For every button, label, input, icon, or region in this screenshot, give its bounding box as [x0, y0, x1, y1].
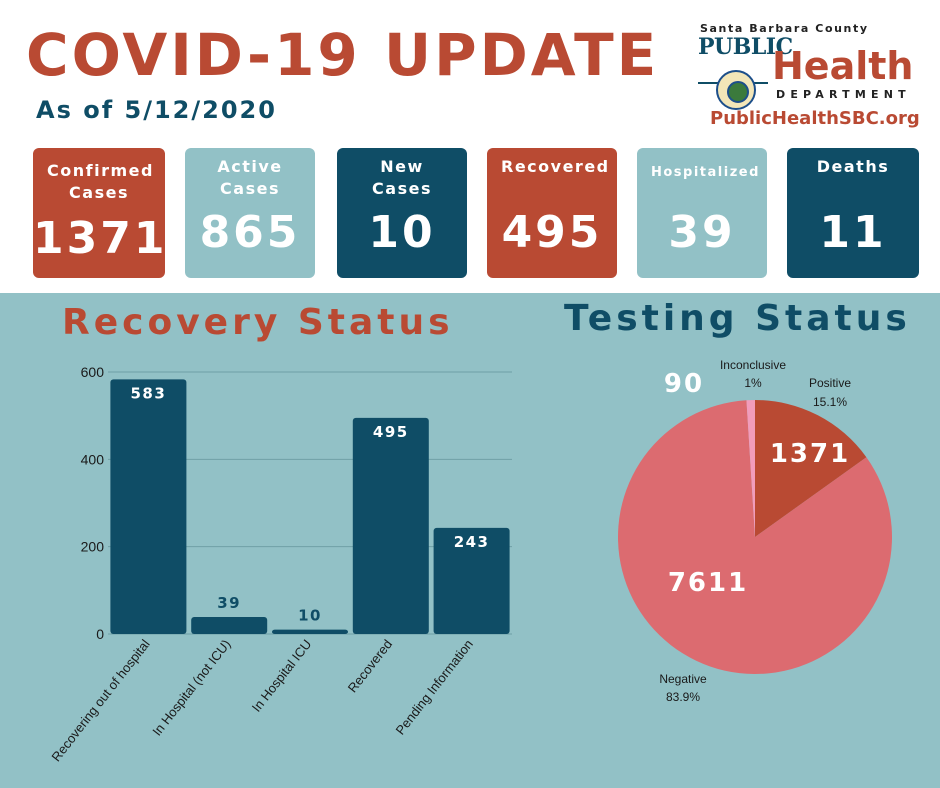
stat-card-label: Deaths	[816, 157, 890, 176]
stat-card-active-cases: Active Cases 865	[185, 148, 315, 278]
county-seal-icon	[716, 70, 756, 110]
testing-status-title: Testing Status	[564, 298, 911, 339]
x-category-label: Recovering out of hospital	[48, 637, 152, 765]
bar	[352, 417, 429, 634]
bar-value-label: 39	[217, 594, 241, 612]
bar	[191, 616, 268, 634]
y-tick-label: 600	[81, 364, 105, 380]
bar	[110, 379, 187, 634]
stat-card-label: Hospitalized	[651, 165, 760, 180]
x-category-label: In Hospital (not ICU)	[149, 637, 233, 739]
public-health-logo: Santa Barbara County PUBLIC Health DEPAR…	[698, 22, 928, 132]
stat-card-label: Confirmed Cases	[47, 161, 154, 202]
pie-value-label: 1371	[770, 439, 850, 469]
pie-category-label: Inconclusive	[720, 358, 786, 372]
logo-department-text: DEPARTMENT	[776, 88, 911, 101]
pie-slice-inconclusive	[746, 400, 755, 537]
stat-card-deaths: Deaths 11	[787, 148, 919, 278]
pie-percent-label: 83.9%	[666, 690, 700, 704]
stat-card-confirmed-cases: Confirmed Cases 1371	[33, 148, 165, 278]
x-category-label: In Hospital ICU	[249, 637, 315, 715]
stat-card-value: 39	[668, 207, 736, 258]
as-of-date: As of 5/12/2020	[36, 96, 277, 124]
pie-value-label: 90	[664, 369, 704, 399]
recovery-status-title: Recovery Status	[62, 302, 454, 343]
stat-card-label: New Cases	[372, 157, 432, 198]
pie-category-label: Positive	[809, 376, 851, 390]
logo-public-text: PUBLIC	[698, 34, 793, 60]
stat-card-value: 10	[368, 207, 436, 258]
logo-county-text: Santa Barbara County	[700, 22, 869, 35]
y-tick-label: 0	[96, 626, 104, 642]
stat-card-recovered: Recovered 495	[487, 148, 617, 278]
stat-card-value: 865	[199, 207, 301, 258]
stat-card-hospitalized: Hospitalized 39	[637, 148, 767, 278]
stat-card-label: Active Cases	[217, 157, 283, 198]
bar	[433, 527, 510, 634]
pie-slice-negative	[618, 400, 892, 674]
y-tick-label: 200	[81, 539, 105, 555]
stat-card-new-cases: New Cases 10	[337, 148, 467, 278]
bar	[272, 629, 348, 634]
pie-category-label: Negative	[659, 672, 707, 686]
y-tick-label: 400	[81, 451, 105, 467]
bar-value-label: 495	[373, 423, 409, 441]
bar-value-label: 10	[298, 607, 322, 625]
stat-card-value: 1371	[33, 213, 168, 264]
logo-health-text: Health	[772, 44, 914, 88]
pie-value-label: 7611	[668, 568, 748, 598]
x-category-label: Pending Information	[393, 637, 476, 738]
testing-status-pie-chart: 1371 7611 90 Positive 15.1% Negative 83.9% Inco…	[618, 358, 892, 704]
stat-card-value: 495	[501, 207, 603, 258]
pie-slice-positive	[755, 400, 867, 537]
bar-value-label: 583	[130, 384, 166, 402]
website-link[interactable]: PublicHealthSBC.org	[710, 108, 920, 129]
stat-card-label: Recovered	[501, 157, 610, 176]
x-category-label: Recovered	[345, 637, 396, 696]
stat-card-value: 11	[819, 207, 887, 258]
bar-value-label: 243	[454, 533, 490, 551]
pie-percent-label: 15.1%	[813, 395, 847, 409]
recovery-status-bar-chart: 0 200 400 600 583 Recovering out of hospital 3…	[48, 364, 512, 765]
pie-percent-label: 1%	[744, 376, 762, 390]
page-title: COVID-19 UPDATE	[26, 21, 660, 89]
